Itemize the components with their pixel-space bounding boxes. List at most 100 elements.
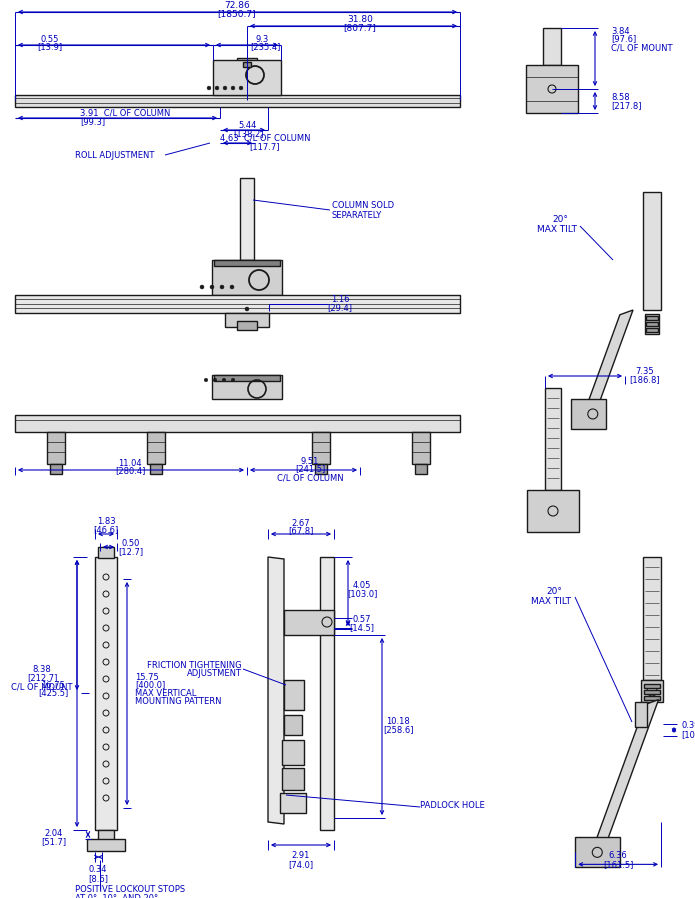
Circle shape xyxy=(230,285,234,289)
Text: 72.86: 72.86 xyxy=(224,2,250,11)
Bar xyxy=(214,260,280,266)
Bar xyxy=(645,314,659,334)
Text: FRICTION TIGHTENING: FRICTION TIGHTENING xyxy=(147,661,242,670)
Circle shape xyxy=(245,307,249,311)
Bar xyxy=(643,557,661,680)
Circle shape xyxy=(239,86,243,90)
Text: 9.51: 9.51 xyxy=(301,456,319,465)
Text: [46.6]: [46.6] xyxy=(93,525,119,534)
Circle shape xyxy=(207,86,211,90)
Bar xyxy=(315,464,327,474)
Text: 7.35: 7.35 xyxy=(636,367,654,376)
Polygon shape xyxy=(268,557,284,824)
Text: [258.6]: [258.6] xyxy=(383,726,414,735)
Text: [425.5]: [425.5] xyxy=(38,689,68,698)
Text: MOUNTING PATTERN: MOUNTING PATTERN xyxy=(135,698,222,707)
Text: 20°: 20° xyxy=(552,216,568,224)
Text: MAX VERTICAL: MAX VERTICAL xyxy=(135,690,197,699)
Text: 0.55: 0.55 xyxy=(41,34,59,43)
Polygon shape xyxy=(591,700,659,855)
Text: COLUMN SOLD: COLUMN SOLD xyxy=(332,200,394,209)
Text: [29.4]: [29.4] xyxy=(327,304,352,313)
Text: [14.5]: [14.5] xyxy=(350,623,375,632)
Text: [241.5]: [241.5] xyxy=(295,464,325,473)
Text: 3.84: 3.84 xyxy=(611,27,630,36)
Text: 10.18: 10.18 xyxy=(386,717,410,726)
Bar xyxy=(240,178,254,260)
Bar xyxy=(527,490,579,532)
Circle shape xyxy=(215,86,219,90)
Text: [99.3]: [99.3] xyxy=(80,118,105,127)
Text: 3.91  C/L OF COLUMN: 3.91 C/L OF COLUMN xyxy=(80,109,170,118)
Circle shape xyxy=(231,378,235,382)
Polygon shape xyxy=(586,310,633,409)
Bar xyxy=(644,690,660,694)
Text: [807.7]: [807.7] xyxy=(343,23,377,32)
Bar xyxy=(646,322,658,326)
Bar xyxy=(282,740,304,765)
Text: [97.6]: [97.6] xyxy=(611,34,636,43)
Text: 4.05: 4.05 xyxy=(353,580,371,589)
Text: 0.39: 0.39 xyxy=(681,721,695,730)
Text: [12.7]: [12.7] xyxy=(118,548,144,557)
Text: [8.6]: [8.6] xyxy=(88,875,108,884)
Text: C/L OF COLUMN: C/L OF COLUMN xyxy=(277,473,343,482)
Circle shape xyxy=(204,378,208,382)
Text: [117.7]: [117.7] xyxy=(250,143,280,152)
Bar xyxy=(646,316,658,320)
Bar xyxy=(98,830,114,840)
Bar xyxy=(545,388,561,490)
Bar xyxy=(214,375,280,381)
Text: C/L OF MOUNT: C/L OF MOUNT xyxy=(11,682,73,691)
Bar xyxy=(571,399,606,429)
Bar xyxy=(312,432,330,464)
Text: C/L OF MOUNT: C/L OF MOUNT xyxy=(611,43,673,52)
Bar xyxy=(575,837,620,867)
Bar xyxy=(213,60,281,95)
Bar xyxy=(644,684,660,688)
Circle shape xyxy=(213,378,217,382)
Bar xyxy=(284,610,334,635)
Text: [13.9]: [13.9] xyxy=(38,42,63,51)
Bar xyxy=(641,680,663,702)
Circle shape xyxy=(231,86,235,90)
Bar xyxy=(15,415,460,432)
Text: [400.0]: [400.0] xyxy=(135,681,165,690)
Bar xyxy=(643,192,661,310)
Bar xyxy=(225,313,269,327)
Bar xyxy=(95,557,117,830)
Bar xyxy=(150,464,162,474)
Text: 4.63  C/L OF COLUMN: 4.63 C/L OF COLUMN xyxy=(220,134,310,143)
Bar xyxy=(87,839,125,851)
Bar xyxy=(282,768,304,790)
Text: [186.8]: [186.8] xyxy=(630,375,660,384)
Circle shape xyxy=(210,285,214,289)
Text: POSITIVE LOCKOUT STOPS: POSITIVE LOCKOUT STOPS xyxy=(75,885,185,894)
Bar xyxy=(280,793,306,813)
Text: 2.67: 2.67 xyxy=(292,518,310,527)
Circle shape xyxy=(200,285,204,289)
Text: 8.38: 8.38 xyxy=(33,665,51,674)
Bar xyxy=(50,464,62,474)
Text: [10.0]: [10.0] xyxy=(681,730,695,739)
Text: [235.4]: [235.4] xyxy=(250,42,280,51)
Text: [51.7]: [51.7] xyxy=(42,838,67,847)
Bar xyxy=(526,65,578,113)
Text: 0.50: 0.50 xyxy=(122,540,140,549)
Bar xyxy=(415,464,427,474)
Bar xyxy=(320,557,334,830)
Bar xyxy=(98,547,114,558)
Text: ROLL ADJUSTMENT: ROLL ADJUSTMENT xyxy=(75,151,154,160)
Text: [217.8]: [217.8] xyxy=(611,101,641,110)
Text: 0.57: 0.57 xyxy=(353,614,371,623)
Text: 1.16: 1.16 xyxy=(331,295,350,304)
Text: 0.34: 0.34 xyxy=(89,866,107,875)
Text: 31.80: 31.80 xyxy=(347,15,373,24)
Bar xyxy=(284,715,302,735)
Bar xyxy=(212,375,282,399)
Circle shape xyxy=(220,285,224,289)
Circle shape xyxy=(223,86,227,90)
Text: MAX TILT: MAX TILT xyxy=(531,596,571,605)
Text: 5.44: 5.44 xyxy=(239,120,257,129)
Text: ADJUSTMENT: ADJUSTMENT xyxy=(187,670,242,679)
